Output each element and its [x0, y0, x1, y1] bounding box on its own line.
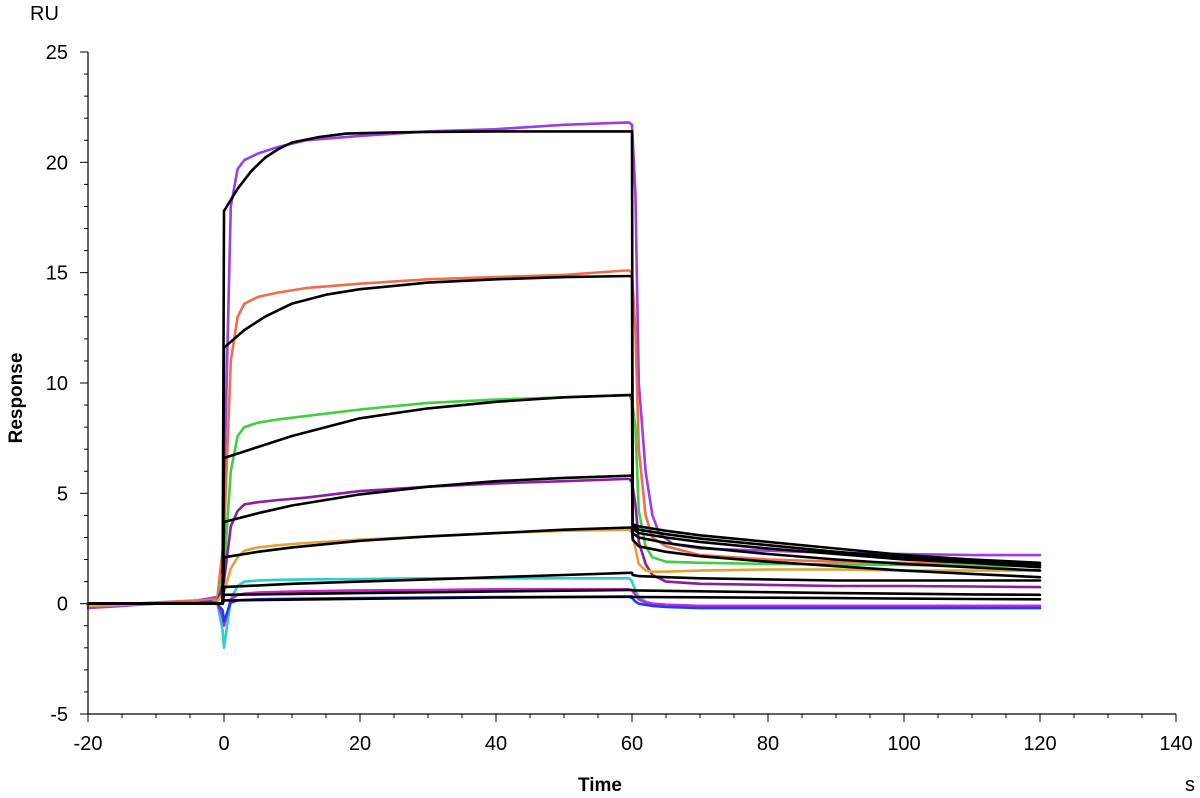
y-tick-label: 20: [46, 152, 68, 174]
fit-curve: [86, 474, 1042, 606]
x-tick-label: 120: [1023, 733, 1056, 755]
response-curve-red: [86, 269, 1042, 608]
x-tick-label: 100: [887, 733, 920, 755]
y-tick-label: 0: [57, 594, 68, 616]
x-unit-label: s: [1185, 774, 1195, 796]
x-tick-labels: -20 0 20 40 60 80 100 120 140: [74, 733, 1193, 755]
fit-curve: [86, 595, 1042, 606]
series-layer: [86, 121, 1042, 650]
fit-curve: [86, 393, 1042, 606]
major-ticks: [80, 51, 1177, 722]
fit-curve: [86, 571, 1042, 606]
y-axis-title: Response: [6, 353, 27, 444]
y-tick-label: -5: [50, 704, 68, 726]
y-tick-label: 15: [46, 263, 68, 285]
x-tick-label: 80: [757, 733, 779, 755]
fit-curve: [86, 588, 1042, 606]
y-tick-label: 25: [46, 42, 68, 64]
x-tick-label: 0: [218, 733, 229, 755]
fit-curve: [86, 274, 1042, 606]
x-tick-label: 40: [485, 733, 507, 755]
y-tick-labels: -5 0 5 10 15 20 25: [46, 42, 68, 726]
x-tick-label: 60: [621, 733, 643, 755]
fit-curve: [86, 130, 1042, 606]
fit-curve: [86, 526, 1042, 606]
x-tick-label: 140: [1159, 733, 1192, 755]
y-tick-label: 10: [46, 373, 68, 395]
x-tick-label: -20: [74, 733, 103, 755]
x-tick-label: 20: [349, 733, 371, 755]
y-tick-label: 5: [57, 483, 68, 505]
response-curve-violet: [86, 477, 1042, 608]
minor-ticks: [84, 73, 1143, 718]
x-axis-title: Time: [578, 775, 622, 796]
y-unit-label: RU: [30, 3, 59, 25]
